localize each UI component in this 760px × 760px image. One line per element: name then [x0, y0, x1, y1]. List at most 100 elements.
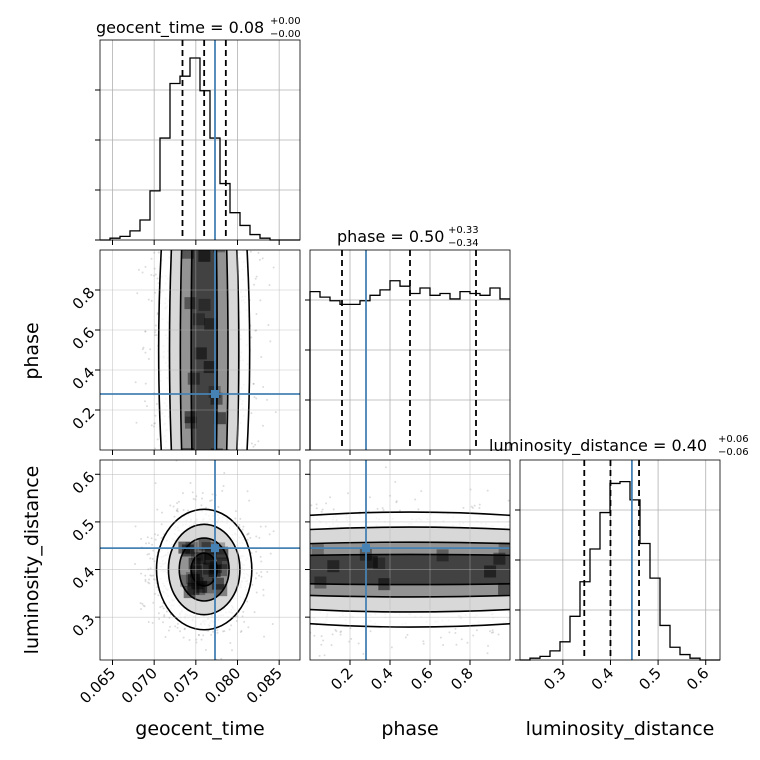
- density-block: [215, 564, 228, 577]
- sample-point: [188, 638, 191, 641]
- sample-point: [250, 412, 253, 415]
- sample-point: [239, 631, 242, 634]
- density-block: [187, 574, 200, 587]
- sample-point: [471, 506, 474, 509]
- sample-point: [197, 633, 200, 636]
- sample-point: [252, 445, 255, 448]
- sample-point: [259, 299, 262, 302]
- sample-point: [261, 424, 264, 427]
- density-block: [216, 548, 229, 561]
- density-block: [181, 544, 194, 557]
- x-axis-label-phase: phase: [381, 718, 438, 740]
- sample-point: [266, 398, 269, 401]
- sample-point: [320, 510, 323, 513]
- sample-point: [220, 657, 223, 660]
- density-block: [210, 448, 223, 450]
- x-tick-label-luminosity_distance: 0.4: [588, 664, 618, 694]
- sample-point: [134, 381, 137, 384]
- y-tick-label-phase: 0.2: [69, 404, 99, 434]
- sample-point: [201, 492, 204, 495]
- sample-point: [508, 674, 510, 676]
- sample-point: [157, 594, 160, 597]
- density-block: [204, 318, 217, 331]
- sample-point: [323, 654, 326, 657]
- sample-point: [142, 604, 145, 607]
- sample-point: [144, 542, 147, 545]
- sample-point: [250, 336, 253, 339]
- density-block: [591, 576, 603, 588]
- sample-point: [200, 638, 203, 641]
- sample-point: [315, 507, 318, 510]
- sample-point: [154, 592, 157, 595]
- sample-point: [144, 265, 147, 268]
- sample-point: [271, 623, 274, 626]
- sample-point: [140, 572, 143, 575]
- sample-point: [417, 508, 420, 511]
- sample-point: [135, 421, 138, 424]
- y-axis-label-phase: phase: [21, 322, 43, 379]
- sample-point: [231, 649, 234, 652]
- sample-point: [507, 499, 510, 502]
- geocent-time-title-plus: +0.00: [270, 16, 301, 27]
- sample-point: [222, 630, 225, 633]
- sample-point: [150, 424, 153, 427]
- sample-point: [179, 630, 182, 633]
- geocent-time-title-minus: −0.00: [270, 29, 301, 40]
- luminosity-distance-title-plus: +0.06: [718, 434, 749, 445]
- density-block: [184, 411, 197, 424]
- sample-point: [263, 635, 266, 638]
- sample-point: [262, 386, 265, 389]
- sample-point: [197, 634, 200, 637]
- histogram-geocent_time: [100, 57, 300, 241]
- sample-point: [478, 503, 481, 506]
- sample-point: [154, 538, 157, 541]
- sample-point: [173, 515, 176, 518]
- sample-point: [151, 557, 154, 560]
- sample-point: [156, 534, 159, 537]
- sample-point: [157, 251, 160, 254]
- y-tick-label-luminosity_distance: 0.3: [69, 611, 99, 641]
- sample-point: [176, 508, 179, 511]
- sample-point: [258, 258, 261, 261]
- sample-point: [406, 633, 409, 636]
- x-axis-label-luminosity-distance: luminosity_distance: [526, 718, 715, 740]
- panel-frame-geocent_time-luminosity_distance: [99, 459, 301, 661]
- density-block: [198, 298, 211, 311]
- sample-point: [154, 329, 157, 332]
- density-contour: [190, 250, 218, 450]
- luminosity-distance-title-minus: −0.06: [718, 447, 749, 458]
- sample-point: [272, 266, 275, 269]
- sample-point: [147, 542, 150, 545]
- sample-point: [257, 440, 260, 443]
- histogram-phase: [309, 280, 510, 450]
- sample-point: [268, 533, 271, 536]
- sample-point: [146, 536, 149, 539]
- density-block: [209, 561, 222, 574]
- sample-point: [136, 292, 139, 295]
- sample-point: [462, 506, 465, 509]
- sample-point: [162, 621, 165, 624]
- sample-point: [253, 396, 256, 399]
- sample-point: [258, 536, 261, 539]
- density-block: [373, 557, 386, 570]
- sample-point: [204, 648, 207, 651]
- panel-geocent_time-phase: [100, 250, 300, 450]
- sample-point: [149, 567, 152, 570]
- sample-point: [182, 636, 185, 639]
- sample-point: [147, 621, 150, 624]
- sample-point: [183, 628, 186, 631]
- sample-point: [182, 508, 185, 511]
- sample-point: [486, 489, 489, 492]
- sample-point: [229, 642, 232, 645]
- sample-point: [255, 397, 258, 400]
- label-layer: geocent_time phase luminosity_distance p…: [21, 322, 714, 740]
- sample-point: [242, 610, 245, 613]
- sample-point: [148, 582, 151, 585]
- x-axis-label-geocent-time: geocent_time: [135, 718, 264, 740]
- histogram-luminosity_distance: [520, 480, 720, 661]
- sample-point: [181, 492, 184, 495]
- sample-point: [362, 652, 365, 655]
- sample-point: [339, 633, 342, 636]
- truth-marker: [211, 544, 219, 553]
- sample-point: [460, 638, 463, 641]
